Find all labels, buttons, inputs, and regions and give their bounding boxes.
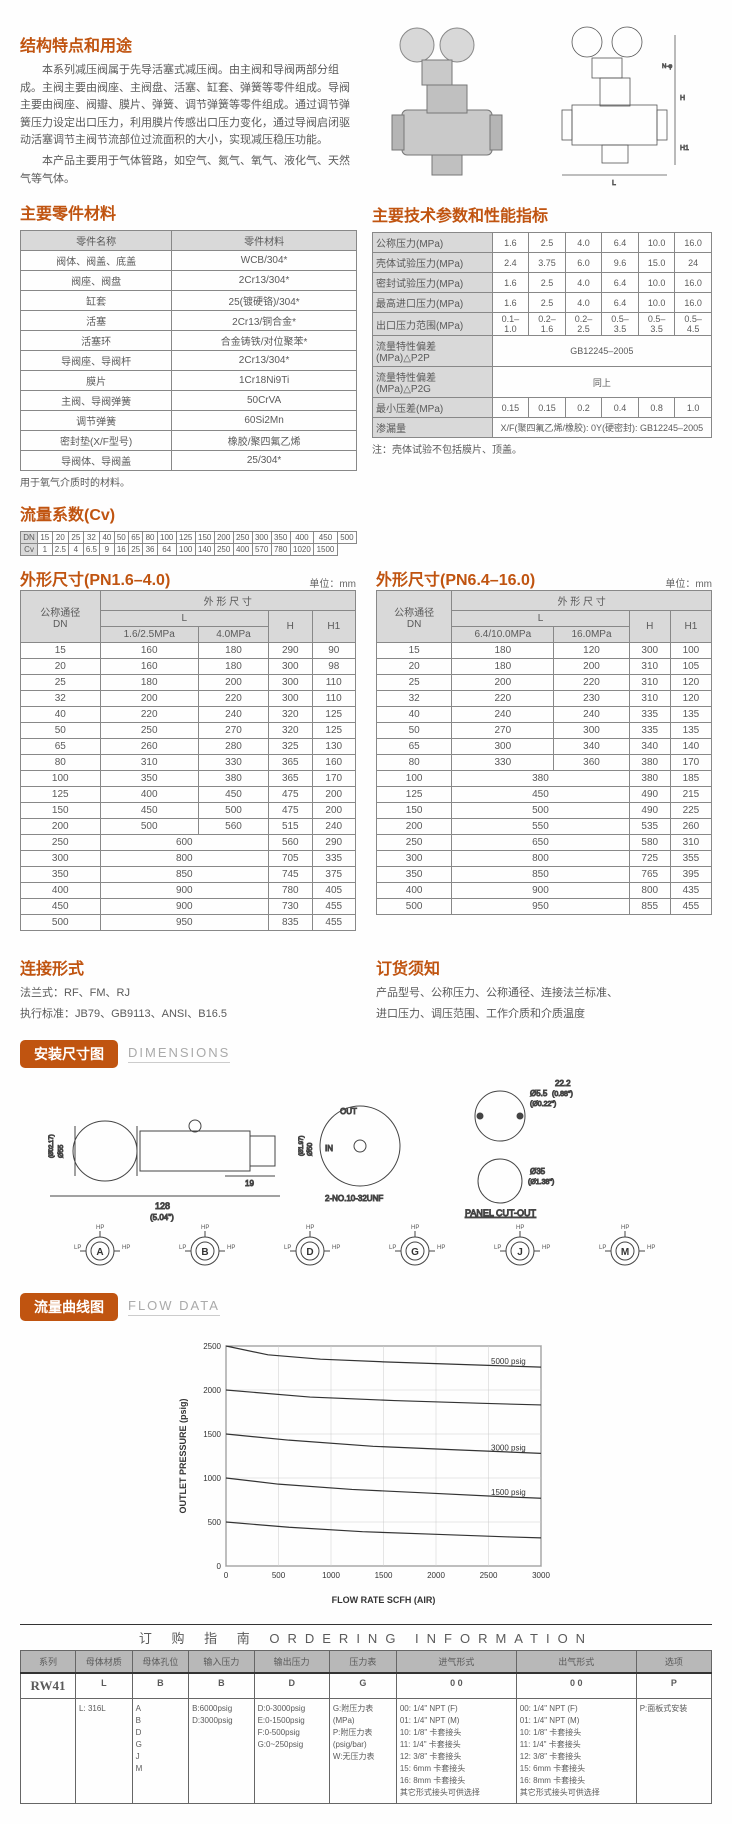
dims-a-heading: 外形尺寸(PN1.6–4.0): [20, 566, 170, 590]
order-note-heading: 订货须知: [376, 955, 712, 979]
svg-text:HP: HP: [201, 1225, 209, 1231]
svg-text:HP: HP: [411, 1225, 419, 1231]
svg-text:HP: HP: [122, 1245, 130, 1251]
svg-text:OUTLET PRESSURE (psig): OUTLET PRESSURE (psig): [178, 1399, 188, 1514]
svg-text:H: H: [680, 95, 685, 102]
svg-text:19: 19: [245, 1179, 254, 1188]
svg-text:Ø35: Ø35: [530, 1167, 546, 1176]
order-note-p2: 进口压力、调压范围、工作介质和介质温度: [376, 1006, 712, 1024]
svg-text:Ø5.5: Ø5.5: [530, 1089, 548, 1098]
flow-chart: 0 500 1000 1500 2000 2500 3000 0 500 1000 1500 2000…: [20, 1331, 712, 1614]
svg-text:HP: HP: [621, 1225, 629, 1231]
svg-text:HP: HP: [437, 1245, 445, 1251]
svg-text:FLOW RATE SCFH (AIR): FLOW RATE SCFH (AIR): [332, 1595, 436, 1605]
dims-table-b: 公称通径DN外 形 尺 寸 LHH1 6.4/10.0MPa16.0MPa151…: [376, 590, 712, 915]
intro-p2: 本产品主要用于气体管路，如空气、氮气、氧气、液化气、天然气等气体。: [20, 153, 357, 188]
svg-text:H1: H1: [680, 145, 689, 152]
svg-text:HP: HP: [332, 1245, 340, 1251]
svg-text:D: D: [306, 1247, 313, 1258]
svg-text:LP: LP: [599, 1245, 606, 1251]
svg-text:Ø55: Ø55: [58, 1145, 65, 1158]
svg-text:1500 psig: 1500 psig: [491, 1489, 526, 1498]
svg-text:(Ø02.17): (Ø02.17): [49, 1135, 55, 1159]
intro-p1: 本系列减压阀属于先导活塞式减压阀。由主阀和导阀两部分组成。主阀主要由阀座、主阀盘…: [20, 62, 357, 150]
intro-text: 本系列减压阀属于先导活塞式减压阀。由主阀和导阀两部分组成。主阀主要由阀座、主阀盘…: [20, 62, 357, 188]
svg-text:(0.88"): (0.88"): [552, 1091, 573, 1098]
svg-text:HP: HP: [227, 1245, 235, 1251]
dims-table-a: 公称通径DN外 形 尺 寸 LHH1 1.6/2.5MPa4.0MPa15160…: [20, 590, 356, 931]
svg-text:A: A: [96, 1247, 103, 1258]
svg-text:1500: 1500: [375, 1571, 393, 1580]
order-table: 系列母体材质母体孔位输入压力输出压力压力表进气形式出气形式选项RW41LBBDG…: [20, 1650, 712, 1804]
svg-text:LP: LP: [179, 1245, 186, 1251]
svg-text:B: B: [201, 1247, 208, 1258]
svg-text:500: 500: [208, 1518, 222, 1527]
svg-text:2000: 2000: [427, 1571, 445, 1580]
svg-text:(5.04"): (5.04"): [150, 1213, 174, 1222]
svg-text:2500: 2500: [480, 1571, 498, 1580]
technical-drawing: L H H1 N-φ: [532, 20, 702, 190]
svg-text:PANEL CUT-OUT: PANEL CUT-OUT: [465, 1208, 537, 1218]
svg-text:N-φ: N-φ: [662, 64, 672, 70]
svg-text:22.2: 22.2: [555, 1079, 571, 1088]
svg-text:HP: HP: [306, 1225, 314, 1231]
conn-p1: 法兰式：RF、FM、RJ: [20, 985, 356, 1003]
svg-text:LP: LP: [74, 1245, 81, 1251]
conn-p2: 执行标准：JB79、GB9113、ANSI、B16.5: [20, 1006, 356, 1024]
svg-text:M: M: [621, 1247, 629, 1258]
structure-heading: 结构特点和用途: [20, 32, 357, 56]
parts-table: 零件名称零件材料 阀体、阀盖、底盖WCB/304*阀座、阀盘2Cr13/304*…: [20, 230, 357, 471]
tech-heading: 主要技术参数和性能指标: [372, 202, 712, 226]
svg-text:(Ø0.22"): (Ø0.22"): [530, 1101, 556, 1108]
install-dimensions-diagram: 128 (5.04") Ø55 (Ø02.17) 19 OUT IN Ø50 (…: [20, 1076, 712, 1279]
svg-text:LP: LP: [494, 1245, 501, 1251]
svg-text:HP: HP: [516, 1225, 524, 1231]
svg-text:L: L: [612, 180, 616, 187]
svg-text:LP: LP: [284, 1245, 291, 1251]
svg-text:(Ø1.38"): (Ø1.38"): [528, 1179, 554, 1186]
cv-table: DN15202532405065801001251502002503003504…: [20, 531, 357, 556]
svg-text:2000: 2000: [203, 1386, 221, 1395]
svg-text:LP: LP: [389, 1245, 396, 1251]
dimensions-banner: 安装尺寸图 DIMENSIONS: [20, 1040, 712, 1068]
order-title: 订 购 指 南 ORDERING INFORMATION: [20, 1624, 712, 1650]
svg-text:Ø50: Ø50: [307, 1143, 314, 1156]
tech-note: 注：壳体试验不包括膜片、顶盖。: [372, 441, 712, 456]
dims-b-heading: 外形尺寸(PN6.4–16.0): [376, 566, 535, 590]
tech-table: 公称压力(MPa)1.62.54.06.410.016.0壳体试验压力(MPa)…: [372, 232, 712, 438]
flow-data-banner: 流量曲线图 FLOW DATA: [20, 1293, 712, 1321]
svg-text:3000 psig: 3000 psig: [491, 1444, 526, 1453]
parts-heading: 主要零件材料: [20, 200, 357, 224]
svg-text:HP: HP: [542, 1245, 550, 1251]
svg-text:500: 500: [272, 1571, 286, 1580]
conn-heading: 连接形式: [20, 955, 356, 979]
svg-text:2500: 2500: [203, 1342, 221, 1351]
svg-text:1000: 1000: [203, 1474, 221, 1483]
svg-text:1500: 1500: [203, 1430, 221, 1439]
svg-text:5000 psig: 5000 psig: [491, 1357, 526, 1366]
svg-text:G: G: [411, 1247, 419, 1258]
svg-text:(Ø1.97): (Ø1.97): [299, 1136, 305, 1156]
svg-text:0: 0: [217, 1562, 222, 1571]
svg-text:J: J: [517, 1247, 523, 1258]
svg-text:HP: HP: [647, 1245, 655, 1251]
cv-heading: 流量系数(Cv): [20, 501, 357, 525]
product-photo: [372, 20, 522, 190]
order-note-p1: 产品型号、公称压力、公称通径、连接法兰标准、: [376, 985, 712, 1003]
svg-text:0: 0: [224, 1571, 229, 1580]
svg-text:OUT: OUT: [340, 1107, 357, 1116]
svg-text:3000: 3000: [532, 1571, 550, 1580]
parts-note: 用于氧气介质时的材料。: [20, 474, 357, 489]
svg-text:1000: 1000: [322, 1571, 340, 1580]
svg-text:128: 128: [155, 1201, 170, 1211]
svg-text:2-NO.10-32UNF: 2-NO.10-32UNF: [325, 1194, 383, 1203]
svg-text:HP: HP: [96, 1225, 104, 1231]
svg-text:IN: IN: [325, 1144, 333, 1153]
